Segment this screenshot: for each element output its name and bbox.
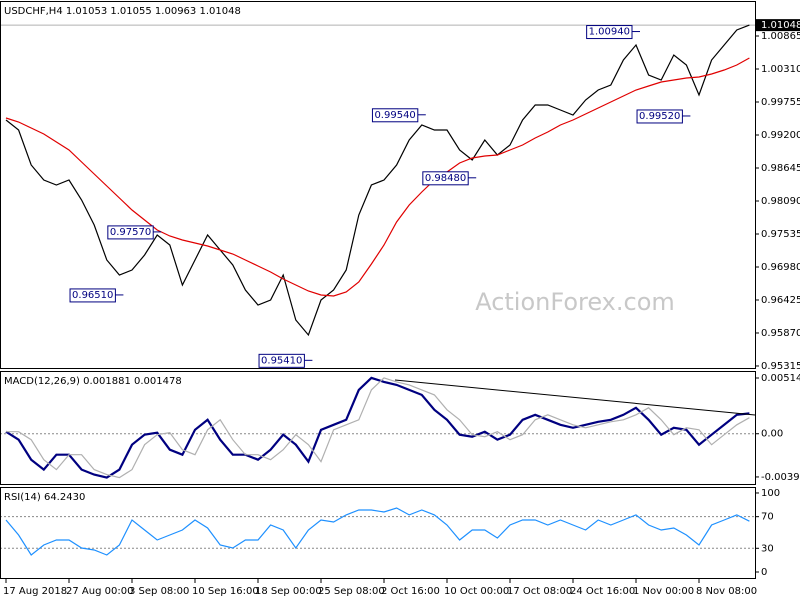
y-tick-label: 0.95870 (761, 328, 800, 339)
y-tick-label: 0.96980 (761, 262, 800, 273)
price-annotation: 0.99540 (371, 108, 426, 123)
x-tick-label: 25 Sep 08:00 (318, 586, 385, 597)
last-price-label: 1.01048 (761, 20, 800, 31)
price-annotation: 0.99520 (636, 109, 691, 124)
annotation-label: 0.97570 (110, 227, 151, 238)
annotation-label: 0.99520 (639, 111, 680, 122)
y-tick-label: 0.005145 (761, 373, 800, 384)
series-line (5, 507, 750, 556)
series-line (5, 376, 750, 479)
y-tick-label: 0.95315 (761, 361, 800, 372)
price-annotation: 0.95410 (258, 353, 313, 368)
x-tick-label: 2 Oct 16:00 (381, 586, 440, 597)
y-tick-label: 0.99200 (761, 130, 800, 141)
annotation-label: 0.99540 (374, 110, 415, 121)
series-line (6, 377, 750, 479)
panel-title: MACD(12,26,9) 0.001881 0.001478 (4, 376, 182, 387)
series-line (5, 57, 750, 297)
annotation-label: 0.95410 (261, 355, 302, 366)
x-tick-label: 8 Nov 08:00 (696, 586, 757, 597)
price-annotation: 0.98480 (422, 171, 477, 186)
x-tick-label: 10 Sep 16:00 (192, 586, 259, 597)
y-tick-label: -0.003989 (761, 472, 800, 483)
y-tick-label: 70 (761, 512, 774, 523)
x-tick-label: 1 Nov 00:00 (633, 586, 694, 597)
macd-trendline (394, 379, 756, 416)
y-tick-label: 1.00310 (761, 64, 800, 75)
y-tick-label: 0.99755 (761, 97, 800, 108)
x-tick-label: 17 Aug 2018 (3, 586, 67, 597)
y-tick-label: 1.00865 (761, 31, 800, 42)
x-tick-label: 3 Sep 08:00 (129, 586, 189, 597)
series-line (5, 24, 750, 337)
price-annotation: 0.97570 (107, 225, 162, 240)
macd-frame (0, 371, 756, 485)
y-tick-label: 0.98090 (761, 196, 800, 207)
price-annotation: 1.00940 (586, 25, 640, 40)
y-tick-label: 100 (761, 488, 780, 499)
y-tick-label: 0 (761, 567, 767, 578)
rsi-frame (0, 487, 756, 579)
x-tick-label: 24 Oct 16:00 (570, 586, 635, 597)
price-annotation: 0.96510 (69, 288, 124, 303)
panel-title: RSI(14) 64.2430 (4, 492, 85, 503)
y-tick-label: 0.96425 (761, 295, 800, 306)
annotation-label: 1.00940 (589, 27, 630, 38)
y-tick-label: 0.00 (761, 429, 783, 440)
price-frame (0, 1, 756, 369)
y-tick-label: 30 (761, 543, 774, 554)
x-tick-label: 27 Aug 00:00 (66, 586, 133, 597)
last-price-box (756, 19, 800, 32)
x-tick-label: 18 Sep 00:00 (255, 586, 322, 597)
plot-layer: ActionForex.com 1.00865 1.00310 0.99755 0.99… (0, 6, 800, 597)
y-tick-label: 0.97535 (761, 229, 800, 240)
x-tick-label: 17 Oct 08:00 (507, 586, 572, 597)
y-tick-label: 0.98645 (761, 163, 800, 174)
annotation-label: 0.96510 (72, 290, 113, 301)
panel-title: USDCHF,H4 1.01053 1.01055 1.00963 1.0104… (4, 6, 241, 17)
watermark: ActionForex.com (475, 288, 675, 316)
annotation-label: 0.98480 (425, 173, 466, 184)
x-tick-label: 10 Oct 00:00 (444, 586, 509, 597)
